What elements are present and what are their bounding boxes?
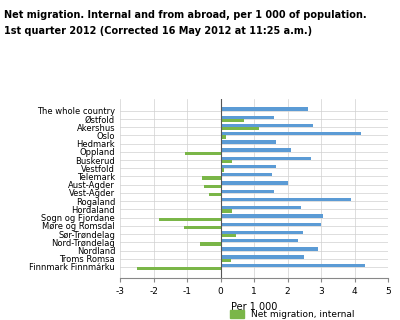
Text: 1st quarter 2012 (Corrected 16 May 2012 at 11:25 a.m.): 1st quarter 2012 (Corrected 16 May 2012 … <box>4 26 312 36</box>
Bar <box>220 157 311 160</box>
Text: Net migration. Internal and from abroad, per 1 000 of population.: Net migration. Internal and from abroad,… <box>4 10 367 20</box>
Bar <box>220 234 236 237</box>
Bar <box>220 173 272 176</box>
Bar <box>220 214 323 218</box>
Bar <box>220 209 232 213</box>
Bar <box>220 168 224 172</box>
Bar <box>220 144 222 147</box>
X-axis label: Per 1 000: Per 1 000 <box>231 302 277 312</box>
Bar <box>220 148 291 152</box>
Bar <box>202 176 220 180</box>
Legend: Net migration, internal, Net migration from abroad: Net migration, internal, Net migration f… <box>226 306 375 320</box>
Bar <box>220 135 226 139</box>
Bar <box>200 242 220 245</box>
Bar <box>137 267 220 270</box>
Bar <box>220 190 274 193</box>
Bar <box>220 222 321 226</box>
Bar <box>220 165 276 168</box>
Bar <box>158 218 220 221</box>
Bar <box>220 119 244 122</box>
Bar <box>220 107 308 111</box>
Bar <box>220 264 364 267</box>
Bar <box>185 152 220 155</box>
Bar <box>184 226 220 229</box>
Bar <box>220 198 351 201</box>
Bar <box>209 193 220 196</box>
Bar <box>220 239 298 242</box>
Bar <box>220 124 313 127</box>
Bar <box>220 206 301 209</box>
Bar <box>220 231 302 234</box>
Bar <box>220 255 304 259</box>
Bar <box>220 127 259 130</box>
Bar <box>220 259 230 262</box>
Bar <box>220 116 274 119</box>
Bar <box>220 140 276 144</box>
Bar <box>220 201 222 204</box>
Bar <box>220 132 361 135</box>
Bar <box>204 185 220 188</box>
Bar <box>220 247 318 251</box>
Bar <box>220 181 288 185</box>
Bar <box>220 160 232 163</box>
